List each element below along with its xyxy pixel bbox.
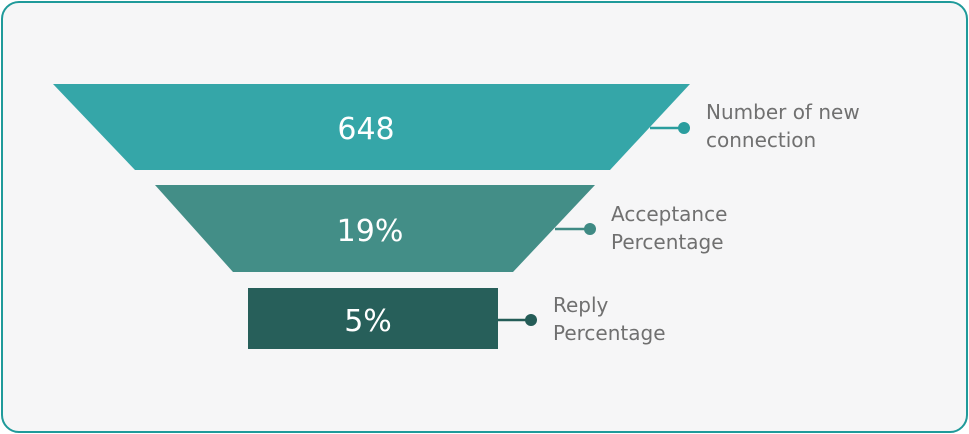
funnel-stage-3-label-line-2: Percentage <box>553 321 666 345</box>
funnel-stage-1-connector-dot <box>678 122 690 134</box>
funnel-stage-3-shape <box>248 288 498 349</box>
funnel-stage-1-value: 648 <box>337 112 394 147</box>
funnel-stage-1: 648 Number of new connection <box>53 84 860 170</box>
funnel-stage-1-label-line-1: Number of new <box>706 100 860 124</box>
funnel-stage-2-value: 19% <box>337 214 404 249</box>
funnel-stage-2-label-line-1: Acceptance <box>611 202 727 226</box>
funnel-stage-2-label-line-2: Percentage <box>611 230 724 254</box>
funnel-stage-1-label-line-2: connection <box>706 128 816 152</box>
funnel-stage-2: 19% Acceptance Percentage <box>155 185 727 272</box>
funnel-stage-3-label-line-1: Reply <box>553 293 609 317</box>
funnel-stage-3-connector-dot <box>525 314 537 326</box>
funnel-stage-3-value: 5% <box>344 304 392 339</box>
funnel-stage-2-connector-dot <box>584 223 596 235</box>
funnel-stage-3: 5% Reply Percentage <box>248 288 666 349</box>
funnel-stage-1-shape <box>53 84 690 170</box>
funnel-stage-2-shape <box>155 185 595 272</box>
